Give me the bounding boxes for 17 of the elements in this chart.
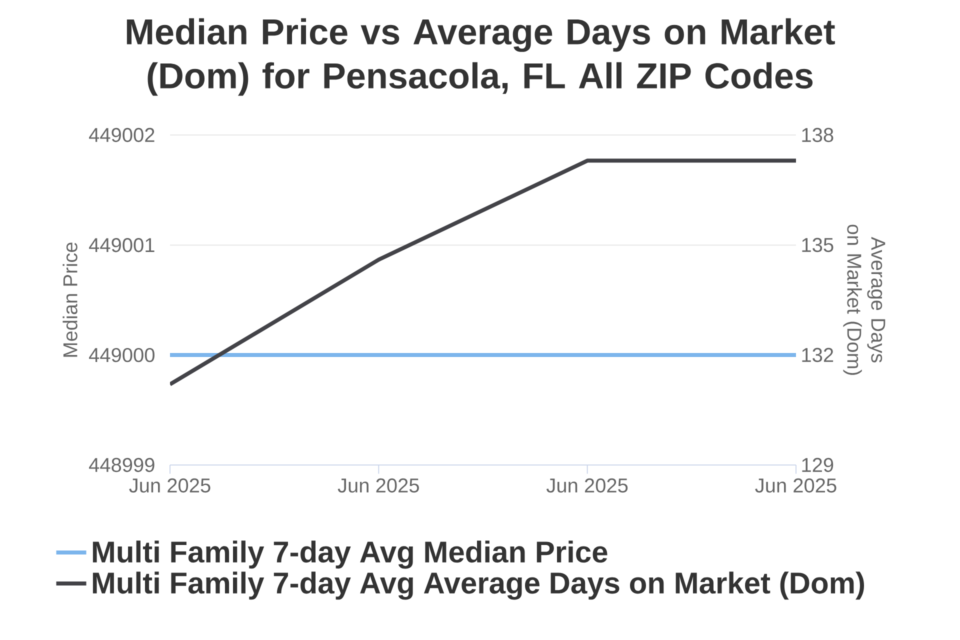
- x-tick-label: Jun 2025: [338, 478, 419, 493]
- legend-label: Multi Family 7-day Avg Median Price: [92, 540, 608, 569]
- y2-tick-label: 138: [802, 128, 834, 142]
- chart-title: Median Price vs Average Days on Market (Dom) for Pensacola, FL All ZIP Codes: [126, 18, 835, 96]
- y2-tick-label: 135: [802, 238, 834, 252]
- y2-axis-title: Average Days on Market (Dom): [843, 224, 886, 375]
- y-tick-label: 448999: [89, 458, 154, 472]
- y-axis-title: Median Price: [62, 242, 78, 357]
- x-tick-label: Jun 2025: [546, 478, 628, 493]
- y-tick-label: 449001: [89, 238, 154, 252]
- y-tick-label: 449002: [89, 128, 154, 142]
- y2-tick-label: 129: [802, 458, 834, 472]
- y2-tick-label: 132: [802, 348, 834, 362]
- x-tick-label: Jun 2025: [129, 478, 210, 493]
- x-tick-label: Jun 2025: [755, 478, 836, 493]
- legend-label: Multi Family 7-day Avg Average Days on Market (Dom): [92, 572, 864, 600]
- y-tick-label: 449000: [89, 348, 154, 362]
